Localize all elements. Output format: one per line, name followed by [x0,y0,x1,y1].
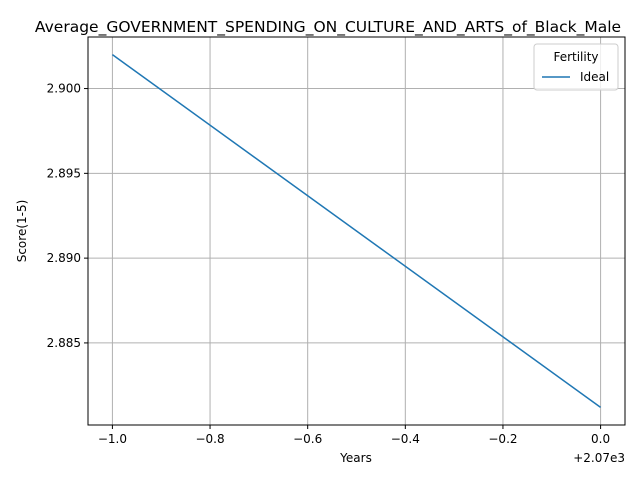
series-line-ideal [111,54,602,408]
x-tick-label: −0.2 [488,432,517,446]
legend-title: Fertility [553,50,598,64]
x-tick-label: −0.6 [293,432,322,446]
ticks: −1.0 −0.8 −0.6 −0.4 −0.2 0.0 2.885 2.890 2.895 2.… [47,82,610,446]
x-tick-label: −0.8 [195,432,224,446]
x-axis-offset-label: +2.07e3 [573,451,625,465]
x-tick-label: −0.4 [391,432,420,446]
y-tick-label: 2.890 [47,251,81,265]
legend: Fertility Ideal [533,43,619,91]
plot-frame [87,36,626,426]
y-tick-label: 2.900 [47,82,81,96]
x-tick-label: −1.0 [98,432,127,446]
y-tick-label: 2.895 [47,166,81,180]
x-tick-label: 0.0 [591,432,610,446]
legend-label-ideal: Ideal [580,70,609,84]
y-tick-label: 2.885 [47,336,81,350]
x-axis-label: Years [339,451,372,465]
legend-box [533,43,619,91]
series-layer [111,54,602,408]
y-axis-label: Score(1-5) [15,200,29,263]
chart-title: Average_GOVERNMENT_SPENDING_ON_CULTURE_A… [35,18,621,37]
